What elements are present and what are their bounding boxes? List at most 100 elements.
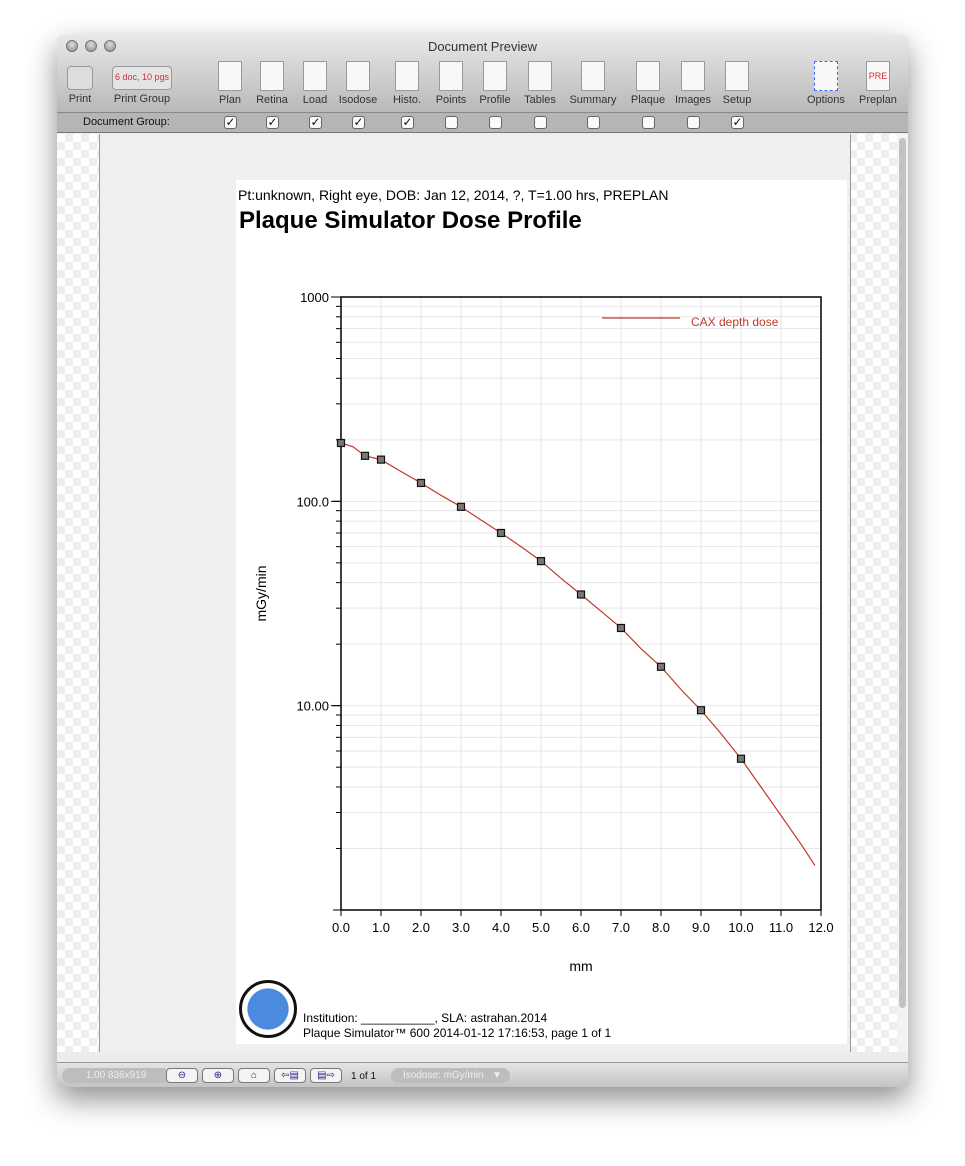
printer-icon <box>67 66 93 90</box>
dose-profile-chart: 0.0 1.0 2.0 3.0 4.0 5.0 6.0 7.0 8.0 9.0 10.0 11.0 12… <box>253 290 834 974</box>
home-button[interactable]: ⌂ <box>238 1068 270 1083</box>
checkbox-points[interactable] <box>445 116 458 129</box>
zoom-readout: 1.00 836x919 <box>62 1068 170 1083</box>
retina-document-icon <box>260 61 284 91</box>
options-button[interactable]: Options <box>807 61 845 106</box>
printer-group-icon: 6 doc, 10 pgs <box>112 66 172 90</box>
eye-physics-logo <box>239 980 297 1038</box>
x-tick-label: 11.0 <box>769 920 793 935</box>
points-document-icon <box>439 61 463 91</box>
options-icon <box>813 61 838 91</box>
status-bar: 1.00 836x919 ⊖ ⊕ ⌂ ⇦▤ ▤⇨ 1 of 1 Isodose:… <box>57 1062 908 1087</box>
print-group-label: Print Group <box>113 93 171 105</box>
toolbar-load-label: Load <box>302 94 328 106</box>
toolbar-summary-button[interactable]: Summary <box>569 61 617 106</box>
checkbox-summary[interactable] <box>587 116 600 129</box>
toolbar-retina-button[interactable]: Retina <box>256 61 288 106</box>
x-axis-label: mm <box>569 958 592 974</box>
tables-document-icon <box>528 61 552 91</box>
document-page: Pt:unknown, Right eye, DOB: Jan 12, 2014… <box>236 180 847 1044</box>
checkbox-profile[interactable] <box>489 116 502 129</box>
toolbar-images-label: Images <box>674 94 712 106</box>
checkbox-retina[interactable]: ✓ <box>266 115 279 129</box>
print-button[interactable]: Print <box>67 61 93 105</box>
toolbar-points-button[interactable]: Points <box>435 61 467 106</box>
units-select-value: Isodose: mGy/min <box>403 1070 484 1081</box>
toolbar-histo-button[interactable]: Histo. <box>391 61 423 106</box>
profile-document-icon <box>483 61 507 91</box>
data-point-marker <box>376 455 386 464</box>
load-document-icon <box>303 61 327 91</box>
zoom-in-button[interactable]: ⊕ <box>202 1068 234 1083</box>
data-point-marker <box>696 706 706 715</box>
previous-page-button[interactable]: ⇦▤ <box>274 1068 306 1083</box>
minimize-button[interactable] <box>85 40 97 52</box>
close-button[interactable] <box>66 40 78 52</box>
page-count: 1 of 1 <box>351 1071 377 1082</box>
x-tick-label: 4.0 <box>492 920 510 935</box>
x-tick-label: 12.0 <box>808 920 833 935</box>
toolbar: Document Preview Print 6 doc, 10 pgs Prin… <box>57 35 908 113</box>
summary-document-icon <box>581 61 605 91</box>
units-select[interactable]: Isodose: mGy/min ▼ <box>391 1068 510 1083</box>
scroll-thumb[interactable] <box>899 138 906 1008</box>
data-point-marker <box>496 528 506 538</box>
legend-label: CAX depth dose <box>691 315 779 329</box>
data-point-marker <box>336 438 346 448</box>
zoom-button[interactable] <box>104 40 116 52</box>
toolbar-histo-label: Histo. <box>392 94 422 106</box>
preplan-button[interactable]: PRE Preplan <box>859 61 897 106</box>
page-header: Pt:unknown, Right eye, DOB: Jan 12, 2014… <box>238 187 669 203</box>
x-tick-label: 6.0 <box>572 920 590 935</box>
zoom-out-button[interactable]: ⊖ <box>166 1068 198 1083</box>
document-group-bar: Document Group: ✓ ✓ ✓ ✓ ✓ ✓ <box>57 113 908 133</box>
images-document-icon <box>681 61 705 91</box>
plan-document-icon <box>218 61 242 91</box>
toolbar-images-button[interactable]: Images <box>674 61 712 106</box>
document-preview-window: Document Preview Print 6 doc, 10 pgs Prin… <box>57 35 908 1087</box>
x-tick-label: 1.0 <box>372 920 390 935</box>
page-title: Plaque Simulator Dose Profile <box>239 207 582 234</box>
toolbar-tables-button[interactable]: Tables <box>524 61 556 106</box>
toolbar-plan-button[interactable]: Plan <box>214 61 246 106</box>
toolbar-tables-label: Tables <box>524 94 556 106</box>
data-point-marker <box>736 754 746 763</box>
checkbox-isodose[interactable]: ✓ <box>352 115 365 129</box>
x-tick-label: 8.0 <box>652 920 670 935</box>
next-page-button[interactable]: ▤⇨ <box>310 1068 342 1083</box>
checkbox-load[interactable]: ✓ <box>309 115 322 129</box>
preplan-icon: PRE <box>865 61 890 91</box>
data-point-marker <box>416 478 426 488</box>
isodose-document-icon <box>346 61 370 91</box>
print-group-button[interactable]: 6 doc, 10 pgs Print Group <box>112 61 172 105</box>
x-tick-label: 0.0 <box>332 920 350 935</box>
toolbar-isodose-button[interactable]: Isodose <box>339 61 377 106</box>
toolbar-profile-label: Profile <box>479 94 511 106</box>
checkbox-plaque[interactable] <box>642 116 655 129</box>
y-axis-label: mGy/min <box>253 566 269 622</box>
data-point-marker <box>616 623 626 633</box>
series-line-cax-depth-dose <box>340 442 816 866</box>
data-point-marker <box>576 590 586 599</box>
vertical-scrollbar[interactable] <box>897 134 908 1052</box>
preview-area: Pt:unknown, Right eye, DOB: Jan 12, 2014… <box>57 134 908 1052</box>
x-tick-label: 2.0 <box>412 920 430 935</box>
y-tick-label: 1000 <box>300 290 329 305</box>
x-tick-label: 10.0 <box>728 920 753 935</box>
checkbox-tables[interactable] <box>534 116 547 129</box>
x-tick-label: 9.0 <box>692 920 710 935</box>
toolbar-isodose-label: Isodose <box>338 94 378 106</box>
checkbox-images[interactable] <box>687 116 700 129</box>
setup-document-icon <box>725 61 749 91</box>
chevron-down-icon: ▼ <box>492 1070 502 1081</box>
toolbar-load-button[interactable]: Load <box>299 61 331 106</box>
toolbar-plaque-button[interactable]: Plaque <box>630 61 666 106</box>
toolbar-profile-button[interactable]: Profile <box>479 61 511 106</box>
x-tick-label: 5.0 <box>532 920 550 935</box>
checkbox-plan[interactable]: ✓ <box>224 115 237 129</box>
toolbar-plaque-label: Plaque <box>630 94 666 106</box>
checkbox-setup[interactable]: ✓ <box>731 115 744 129</box>
print-label: Print <box>68 93 92 105</box>
checkbox-histo[interactable]: ✓ <box>401 115 414 129</box>
toolbar-setup-button[interactable]: Setup <box>721 61 753 106</box>
